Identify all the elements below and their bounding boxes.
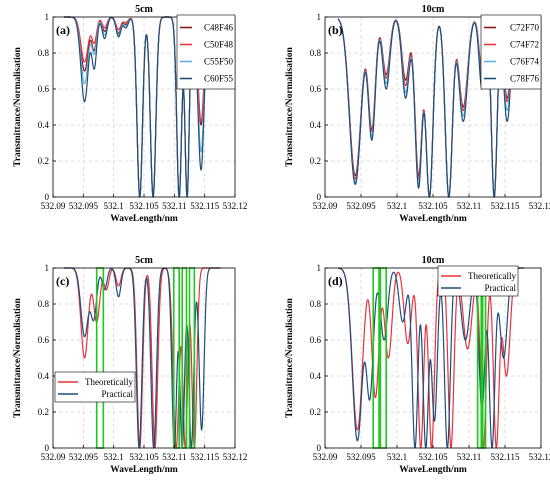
- panel-letter: (b): [328, 23, 343, 37]
- legend-label: C55F50: [204, 57, 234, 67]
- x-tick-label: 532.095: [69, 452, 99, 462]
- x-tick-label: 532.115: [491, 452, 520, 462]
- y-tick-label: 0: [317, 443, 322, 453]
- x-tick-label: 532.11: [162, 201, 186, 211]
- panel-title: 10cm: [422, 255, 445, 266]
- legend-label: Practical: [102, 389, 134, 399]
- legend-label: C78F76: [510, 74, 540, 84]
- panel-letter: (d): [328, 274, 343, 288]
- series-line-practical: [337, 267, 525, 449]
- legend-label: Theoretically: [468, 271, 516, 281]
- x-axis-label: WaveLength/nm: [399, 214, 467, 224]
- y-tick-label: 0.8: [38, 299, 50, 309]
- legend-label: Theoretically: [85, 377, 133, 387]
- y-tick-label: 0.8: [310, 299, 322, 309]
- x-tick-label: 532.1: [104, 452, 124, 462]
- y-tick-label: 0.2: [38, 407, 49, 417]
- panel-title: 5cm: [135, 4, 153, 15]
- legend: C48F46 C50F48 C55F50 C60F55: [176, 14, 236, 90]
- panel-d: 532.09 532.095 532.1 532.105 532.11 532.115 53…: [285, 255, 550, 475]
- x-tick-label: 532.105: [129, 452, 159, 462]
- y-tick-label: 1: [317, 12, 322, 22]
- highlight-box: [379, 267, 388, 449]
- legend-label: C74F72: [510, 40, 539, 50]
- y-axis-label: Transmittance/Normalisation: [13, 46, 23, 166]
- series-line-theoretically: [337, 267, 525, 449]
- legend-label: Practical: [485, 283, 517, 293]
- legend-label: C60F55: [204, 74, 234, 84]
- y-tick-label: 0.8: [310, 48, 322, 58]
- y-tick-label: 1: [45, 263, 50, 273]
- x-tick-label: 532.09: [313, 201, 338, 211]
- x-tick-label: 532.12: [223, 452, 248, 462]
- y-tick-label: 0.6: [310, 335, 322, 345]
- legend: Theoretically Practical: [437, 265, 519, 297]
- legend-label: C76F74: [510, 57, 540, 67]
- x-tick-label: 532.095: [346, 452, 376, 462]
- legend-box: [54, 371, 136, 403]
- y-tick-label: 1: [317, 263, 322, 273]
- y-tick-label: 0.4: [38, 371, 50, 381]
- x-axis-label: WaveLength/nm: [110, 214, 178, 224]
- panel-c: 532.09 532.095 532.1 532.105 532.11 532.115 53…: [13, 255, 247, 475]
- y-tick-label: 0: [45, 443, 50, 453]
- x-tick-label: 532.11: [457, 452, 481, 462]
- x-tick-label: 532.11: [457, 201, 481, 211]
- panel-a: 532.09 532.095 532.1 532.105 532.11 532.115 53…: [13, 4, 247, 224]
- x-tick-label: 532.12: [529, 452, 550, 462]
- x-tick-label: 532.1: [104, 201, 124, 211]
- panel-title: 10cm: [422, 4, 445, 15]
- x-tick-label: 532.105: [129, 201, 159, 211]
- legend-label: C72F70: [510, 23, 540, 33]
- x-tick-label: 532.11: [162, 452, 186, 462]
- panel-b: 532.09 532.095 532.1 532.105 532.11 532.115 53…: [285, 4, 550, 224]
- y-tick-label: 0.2: [38, 156, 49, 166]
- x-tick-label: 532.12: [223, 201, 248, 211]
- x-axis-label: WaveLength/nm: [399, 465, 467, 475]
- x-tick-label: 532.115: [491, 201, 520, 211]
- legend-label: C48F46: [204, 23, 234, 33]
- y-tick-label: 0.2: [310, 407, 321, 417]
- x-tick-label: 532.09: [41, 452, 66, 462]
- panel-title: 5cm: [135, 255, 153, 266]
- y-axis-label: Transmittance/Normalisation: [13, 297, 23, 417]
- y-tick-label: 0.2: [310, 156, 321, 166]
- legend-label: C50F48: [204, 40, 234, 50]
- x-tick-label: 532.115: [190, 201, 219, 211]
- x-tick-label: 532.09: [313, 452, 338, 462]
- series-line-c78f76: [337, 16, 525, 198]
- legend: Theoretically Practical: [54, 371, 136, 403]
- x-tick-label: 532.105: [418, 452, 448, 462]
- x-tick-label: 532.095: [69, 201, 99, 211]
- y-axis-label: Transmittance/Normalisation: [285, 46, 295, 166]
- legend: C72F70 C74F72 C76F74 C78F76: [480, 14, 542, 90]
- y-axis-label: Transmittance/Normalisation: [285, 297, 295, 417]
- x-tick-label: 532.1: [387, 452, 407, 462]
- y-tick-label: 0.6: [38, 84, 50, 94]
- panel-letter: (c): [56, 274, 69, 288]
- y-tick-label: 0.6: [38, 335, 50, 345]
- x-tick-label: 532.09: [41, 201, 66, 211]
- y-tick-label: 0.6: [310, 84, 322, 94]
- y-tick-label: 0.8: [38, 48, 50, 58]
- x-tick-label: 532.095: [346, 201, 376, 211]
- x-tick-label: 532.105: [418, 201, 448, 211]
- x-tick-label: 532.115: [190, 452, 219, 462]
- x-tick-label: 532.1: [387, 201, 407, 211]
- y-tick-label: 0.4: [310, 120, 322, 130]
- panel-letter: (a): [56, 23, 70, 37]
- x-axis-label: WaveLength/nm: [110, 465, 178, 475]
- y-tick-label: 0.4: [310, 371, 322, 381]
- x-tick-label: 532.12: [529, 201, 550, 211]
- legend-box: [437, 265, 519, 297]
- y-tick-label: 0: [45, 192, 50, 202]
- y-tick-label: 0: [317, 192, 322, 202]
- y-tick-label: 1: [45, 12, 50, 22]
- y-tick-label: 0.4: [38, 120, 50, 130]
